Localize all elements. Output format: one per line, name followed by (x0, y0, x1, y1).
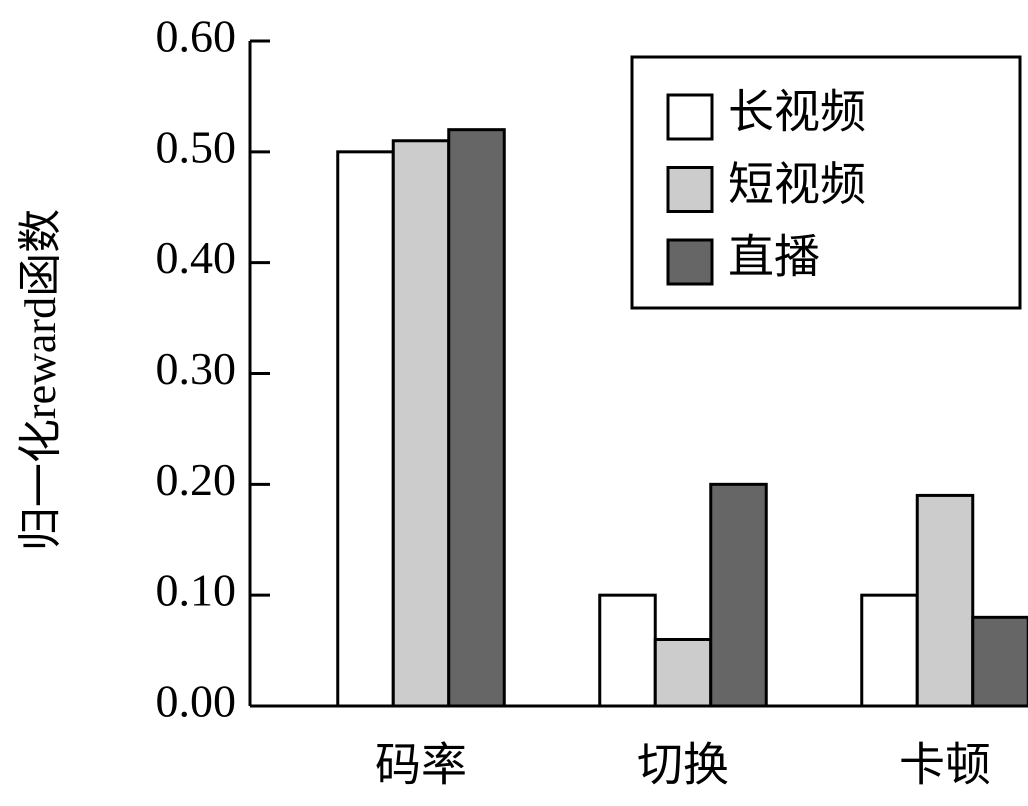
bar (709, 482, 768, 708)
bar (598, 593, 657, 708)
y-axis-label: 归一化reward函数 (16, 209, 65, 551)
y-tick-label: 0.00 (156, 676, 237, 727)
bar (391, 139, 451, 708)
legend-swatch (666, 238, 714, 286)
legend-swatch (666, 93, 714, 141)
bar (971, 615, 1028, 708)
bar (447, 128, 506, 708)
legend-label: 短视频 (728, 159, 866, 210)
bar (915, 493, 975, 708)
bar (653, 638, 713, 708)
bar (860, 593, 919, 708)
y-tick-label: 0.20 (156, 454, 237, 505)
legend-swatch (666, 166, 714, 213)
legend-label: 直播 (728, 232, 820, 283)
x-tick-label: 码率 (375, 740, 467, 791)
y-tick-label: 0.40 (156, 232, 237, 283)
y-tick-label: 0.60 (156, 11, 237, 62)
y-tick-label: 0.10 (156, 565, 237, 616)
x-tick-label: 切换 (637, 740, 729, 791)
x-tick-label: 卡顿 (899, 740, 991, 791)
bar (336, 150, 395, 708)
y-tick-label: 0.30 (156, 343, 237, 394)
y-tick-label: 0.50 (156, 121, 237, 172)
legend-label: 长视频 (728, 87, 866, 138)
